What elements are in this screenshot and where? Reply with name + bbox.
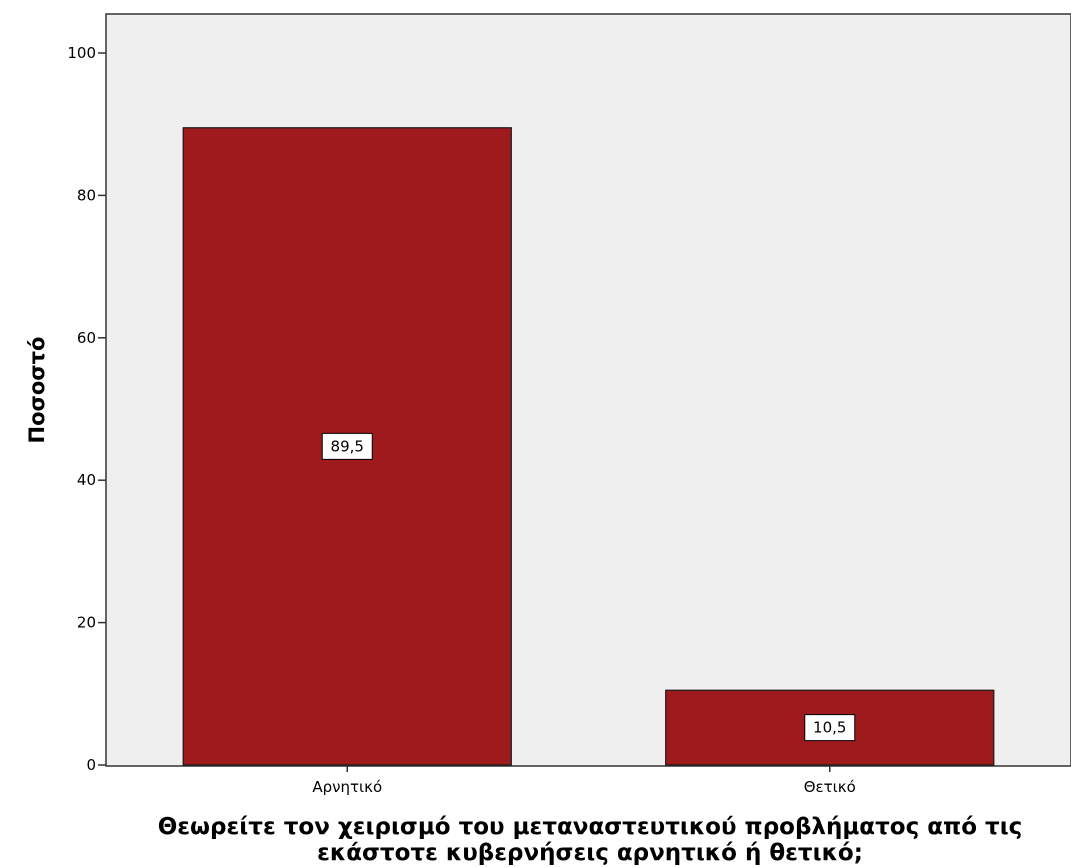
bars: 89,5 10,5	[182, 127, 995, 766]
x-axis-label-line-1: Θεωρείτε τον χειρισμό του μεταναστευτικο…	[158, 814, 1023, 840]
y-tick-label: 100	[67, 44, 96, 62]
y-tick-label: 80	[77, 186, 96, 204]
y-tick-label: 60	[77, 329, 96, 347]
x-tick-label: Θετικό	[804, 778, 856, 796]
y-tick-label: 20	[77, 614, 96, 632]
y-axis: 0 20 40 60 80 100	[67, 44, 106, 774]
data-label: 89,5	[331, 437, 364, 455]
y-tick-label: 40	[77, 471, 96, 489]
x-axis: Αρνητικό Θετικό	[312, 766, 856, 796]
data-label-box	[804, 714, 856, 742]
x-axis-label-line-2: εκάστοτε κυβερνήσεις αρνητικό ή θετικό;	[317, 840, 863, 866]
data-label-box	[321, 432, 373, 460]
y-axis-label: Ποσοστό	[25, 337, 49, 444]
x-tick-label: Αρνητικό	[312, 778, 382, 796]
y-tick-label: 0	[86, 756, 96, 774]
data-label: 10,5	[813, 719, 846, 737]
